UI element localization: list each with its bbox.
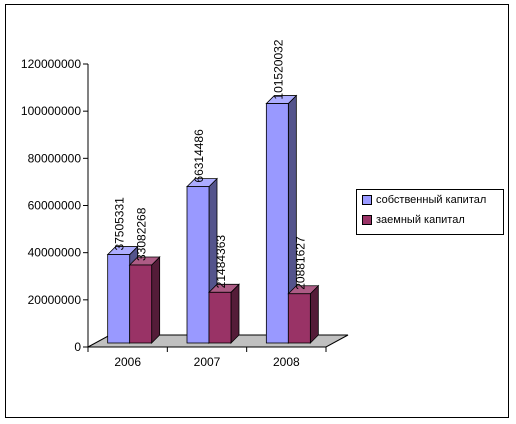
bar-side bbox=[151, 256, 161, 344]
bar-side bbox=[309, 284, 319, 344]
legend: собственный капитал заемный капитал bbox=[356, 189, 504, 235]
bar bbox=[287, 293, 311, 344]
legend-swatch-borrowed-capital bbox=[362, 215, 372, 225]
y-tick-label: 0 bbox=[74, 340, 81, 354]
y-tick-label: 60000000 bbox=[28, 199, 82, 213]
legend-swatch-own-capital bbox=[362, 195, 372, 205]
x-tick-label: 2007 bbox=[194, 355, 221, 369]
data-label: 21484363 bbox=[214, 235, 228, 289]
data-label: 66314486 bbox=[192, 129, 206, 183]
data-label: 20881627 bbox=[293, 236, 307, 290]
x-tick-label: 2006 bbox=[114, 355, 141, 369]
x-tick-label: 2008 bbox=[273, 355, 300, 369]
y-tick-label: 80000000 bbox=[28, 151, 82, 165]
legend-item-borrowed-capital: заемный капитал bbox=[357, 210, 503, 230]
data-label: 33082268 bbox=[135, 207, 149, 261]
legend-label-borrowed-capital: заемный капитал bbox=[376, 214, 465, 226]
y-tick-label: 100000000 bbox=[21, 104, 81, 118]
legend-label-own-capital: собственный капитал bbox=[376, 194, 487, 206]
bar bbox=[107, 254, 131, 344]
data-label: 101520032 bbox=[271, 39, 285, 99]
bar bbox=[186, 186, 210, 344]
bar-side bbox=[230, 283, 240, 344]
y-tick-label: 40000000 bbox=[28, 246, 82, 260]
bar bbox=[129, 264, 153, 344]
bar bbox=[265, 103, 289, 344]
y-tick-label: 120000000 bbox=[21, 57, 81, 71]
y-tick-label: 20000000 bbox=[28, 293, 82, 307]
legend-item-own-capital: собственный капитал bbox=[357, 190, 503, 210]
bar bbox=[208, 291, 232, 344]
data-label: 37505331 bbox=[113, 197, 127, 251]
